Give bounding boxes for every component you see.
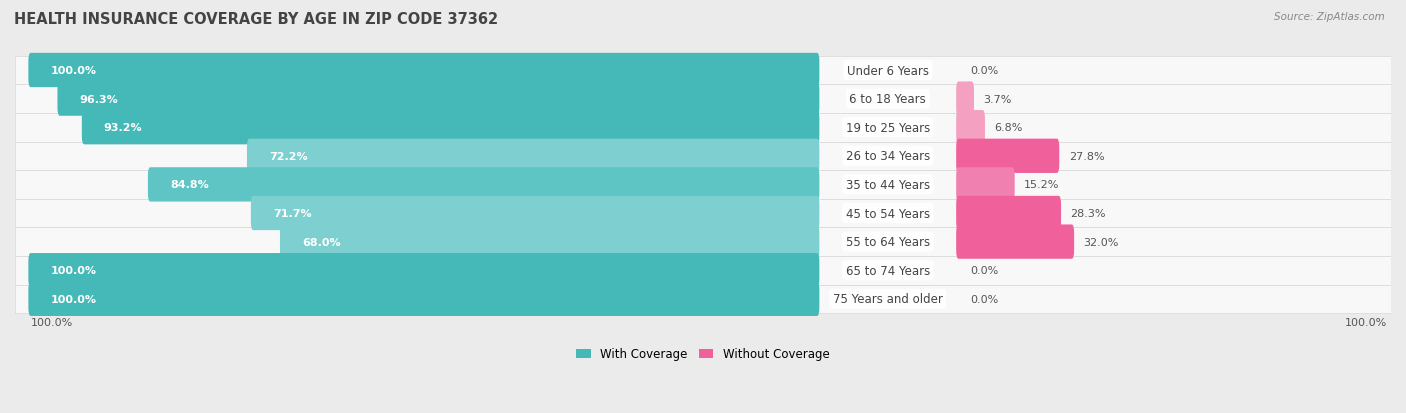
Text: 68.0%: 68.0% — [302, 237, 340, 247]
FancyBboxPatch shape — [28, 54, 820, 88]
Bar — [15, 171, 1391, 199]
Text: HEALTH INSURANCE COVERAGE BY AGE IN ZIP CODE 37362: HEALTH INSURANCE COVERAGE BY AGE IN ZIP … — [14, 12, 498, 27]
Text: 55 to 64 Years: 55 to 64 Years — [846, 235, 929, 249]
FancyBboxPatch shape — [956, 225, 1074, 259]
FancyBboxPatch shape — [956, 196, 1062, 230]
FancyBboxPatch shape — [82, 111, 820, 145]
Bar — [15, 228, 1391, 256]
Text: Under 6 Years: Under 6 Years — [846, 64, 929, 77]
Bar — [15, 85, 1391, 114]
Text: 84.8%: 84.8% — [170, 180, 208, 190]
Text: 6 to 18 Years: 6 to 18 Years — [849, 93, 927, 106]
Legend: With Coverage, Without Coverage: With Coverage, Without Coverage — [572, 343, 834, 366]
Text: 65 to 74 Years: 65 to 74 Years — [845, 264, 929, 277]
FancyBboxPatch shape — [956, 168, 1015, 202]
Text: 96.3%: 96.3% — [80, 95, 118, 104]
Text: 3.7%: 3.7% — [983, 95, 1012, 104]
Text: 26 to 34 Years: 26 to 34 Years — [845, 150, 929, 163]
Text: 72.2%: 72.2% — [269, 152, 308, 161]
Text: 45 to 54 Years: 45 to 54 Years — [846, 207, 929, 220]
Text: 28.3%: 28.3% — [1070, 209, 1107, 218]
Text: 75 Years and older: 75 Years and older — [832, 292, 942, 306]
Text: 0.0%: 0.0% — [970, 66, 998, 76]
Bar — [15, 285, 1391, 313]
Text: 6.8%: 6.8% — [994, 123, 1022, 133]
Text: 100.0%: 100.0% — [1344, 317, 1388, 327]
FancyBboxPatch shape — [956, 139, 1059, 173]
FancyBboxPatch shape — [250, 196, 820, 230]
FancyBboxPatch shape — [280, 225, 820, 259]
Text: 100.0%: 100.0% — [51, 66, 97, 76]
Text: 19 to 25 Years: 19 to 25 Years — [845, 121, 929, 134]
Bar — [15, 114, 1391, 142]
FancyBboxPatch shape — [247, 139, 820, 173]
FancyBboxPatch shape — [956, 82, 974, 116]
Text: 27.8%: 27.8% — [1069, 152, 1104, 161]
Text: 100.0%: 100.0% — [51, 266, 97, 275]
Text: 93.2%: 93.2% — [104, 123, 142, 133]
Bar — [15, 57, 1391, 85]
Text: 100.0%: 100.0% — [51, 294, 97, 304]
Text: Source: ZipAtlas.com: Source: ZipAtlas.com — [1274, 12, 1385, 22]
FancyBboxPatch shape — [28, 282, 820, 316]
Bar — [15, 256, 1391, 285]
Bar — [15, 142, 1391, 171]
Text: 0.0%: 0.0% — [970, 294, 998, 304]
Text: 15.2%: 15.2% — [1024, 180, 1060, 190]
FancyBboxPatch shape — [28, 254, 820, 288]
Text: 32.0%: 32.0% — [1084, 237, 1119, 247]
Text: 71.7%: 71.7% — [273, 209, 312, 218]
Text: 0.0%: 0.0% — [970, 266, 998, 275]
Text: 100.0%: 100.0% — [31, 317, 73, 327]
Bar — [15, 199, 1391, 228]
FancyBboxPatch shape — [58, 82, 820, 116]
Text: 35 to 44 Years: 35 to 44 Years — [846, 178, 929, 192]
FancyBboxPatch shape — [148, 168, 820, 202]
FancyBboxPatch shape — [956, 111, 986, 145]
